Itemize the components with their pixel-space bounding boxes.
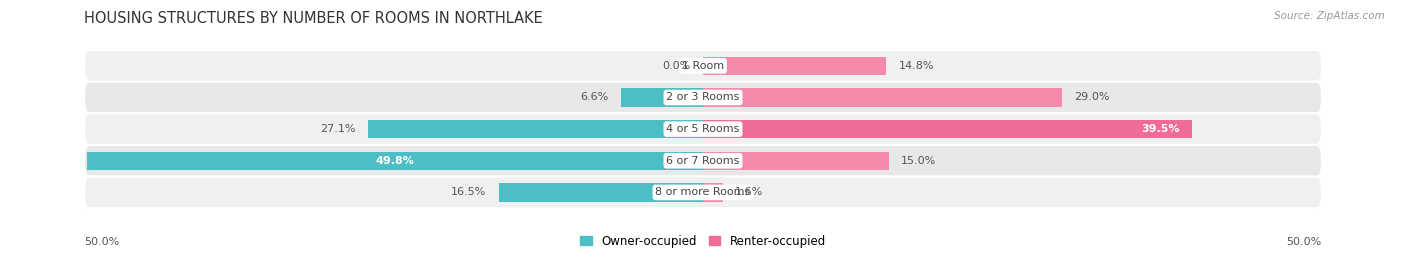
Text: 49.8%: 49.8%: [375, 156, 415, 166]
FancyBboxPatch shape: [84, 50, 1322, 82]
FancyBboxPatch shape: [84, 82, 1322, 113]
Text: 29.0%: 29.0%: [1074, 93, 1109, 102]
Text: 0.0%: 0.0%: [662, 61, 690, 71]
Text: 4 or 5 Rooms: 4 or 5 Rooms: [666, 124, 740, 134]
Text: 8 or more Rooms: 8 or more Rooms: [655, 187, 751, 197]
Bar: [703, 88, 1062, 107]
Bar: [368, 120, 703, 138]
Text: 1 Room: 1 Room: [682, 61, 724, 71]
Bar: [621, 88, 703, 107]
Bar: [499, 183, 703, 201]
Text: HOUSING STRUCTURES BY NUMBER OF ROOMS IN NORTHLAKE: HOUSING STRUCTURES BY NUMBER OF ROOMS IN…: [84, 11, 543, 26]
Bar: [87, 152, 703, 170]
Legend: Owner-occupied, Renter-occupied: Owner-occupied, Renter-occupied: [575, 230, 831, 252]
Text: 14.8%: 14.8%: [898, 61, 934, 71]
Text: Source: ZipAtlas.com: Source: ZipAtlas.com: [1274, 11, 1385, 21]
Bar: [703, 120, 1192, 138]
Bar: [703, 183, 723, 201]
Text: 2 or 3 Rooms: 2 or 3 Rooms: [666, 93, 740, 102]
Bar: [703, 57, 886, 75]
Text: 39.5%: 39.5%: [1140, 124, 1180, 134]
FancyBboxPatch shape: [84, 176, 1322, 208]
Bar: [703, 152, 889, 170]
Text: 6 or 7 Rooms: 6 or 7 Rooms: [666, 156, 740, 166]
FancyBboxPatch shape: [84, 113, 1322, 145]
Text: 15.0%: 15.0%: [901, 156, 936, 166]
Text: 50.0%: 50.0%: [84, 237, 120, 247]
FancyBboxPatch shape: [84, 145, 1322, 176]
Text: 1.6%: 1.6%: [735, 187, 763, 197]
Text: 27.1%: 27.1%: [319, 124, 356, 134]
Text: 6.6%: 6.6%: [581, 93, 609, 102]
Text: 50.0%: 50.0%: [1286, 237, 1322, 247]
Text: 16.5%: 16.5%: [451, 187, 486, 197]
